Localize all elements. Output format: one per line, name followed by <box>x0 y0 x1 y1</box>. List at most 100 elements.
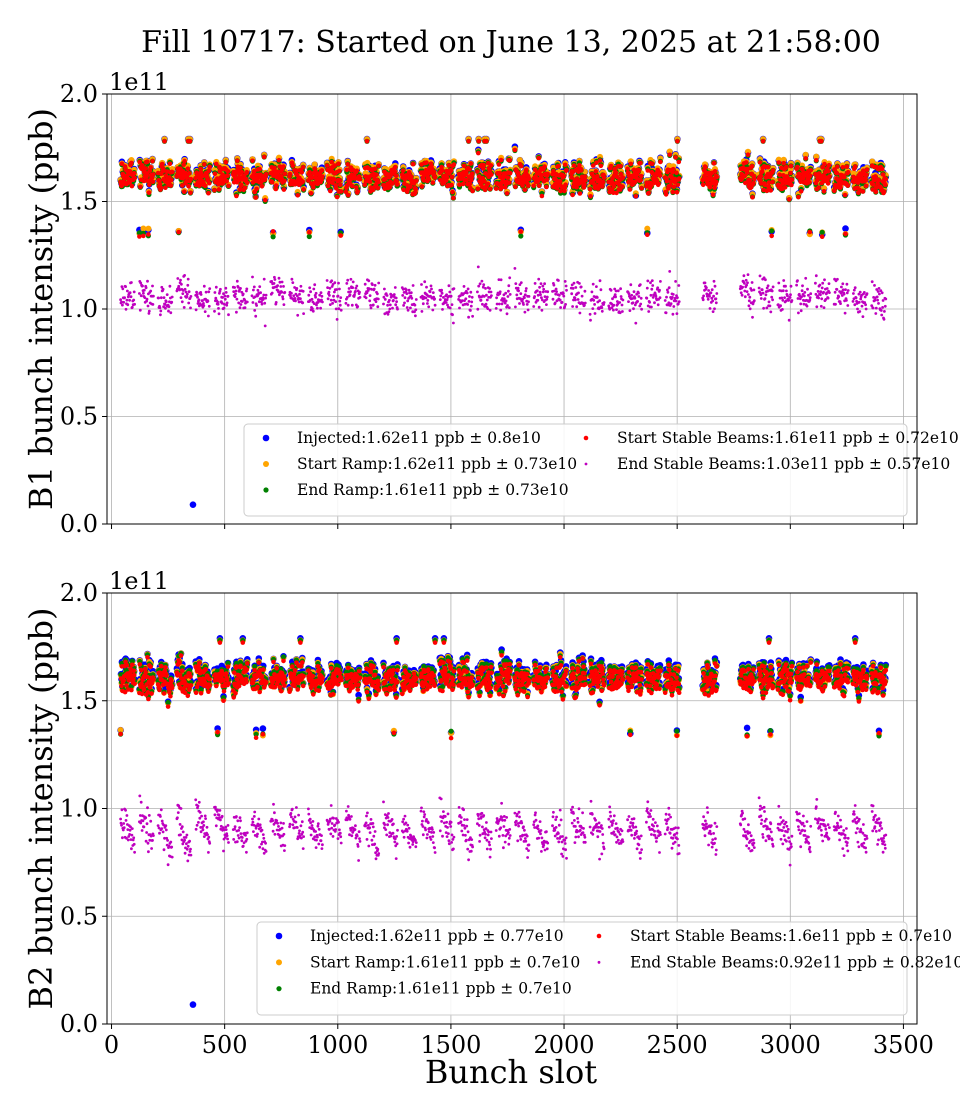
data-point <box>469 171 475 177</box>
data-point <box>571 163 577 168</box>
data-point <box>519 163 524 169</box>
data-point <box>281 164 286 169</box>
data-point <box>795 164 800 170</box>
data-point <box>176 229 181 235</box>
data-point <box>414 178 419 184</box>
data-point <box>807 229 813 235</box>
data-point <box>512 147 518 153</box>
data-point <box>148 165 153 170</box>
data-point <box>262 197 268 203</box>
data-point <box>645 232 650 237</box>
data-point <box>376 163 382 169</box>
data-point <box>150 158 155 164</box>
data-point <box>842 225 849 232</box>
data-point <box>504 191 510 196</box>
data-point <box>259 184 265 189</box>
data-point <box>618 164 623 169</box>
data-point <box>338 182 343 188</box>
data-point <box>212 188 217 193</box>
data-point <box>269 179 275 185</box>
data-point <box>475 186 481 191</box>
data-point <box>181 189 187 194</box>
data-point <box>664 178 670 184</box>
data-point <box>600 184 605 189</box>
data-point <box>562 162 568 168</box>
data-point <box>789 177 795 182</box>
data-point <box>432 175 438 180</box>
data-point <box>638 160 643 166</box>
data-point <box>489 172 494 177</box>
data-point <box>840 165 846 170</box>
data-point <box>714 179 719 185</box>
data-point <box>250 158 255 164</box>
data-point <box>518 233 524 239</box>
data-point <box>821 189 827 194</box>
data-point <box>650 161 655 167</box>
data-point <box>338 189 344 194</box>
data-point <box>270 229 276 234</box>
data-point <box>852 164 858 169</box>
data-point <box>446 163 452 168</box>
data-point <box>667 152 672 157</box>
data-point <box>239 182 244 187</box>
data-point <box>188 176 194 182</box>
data-point <box>301 187 306 192</box>
data-point <box>481 162 487 168</box>
data-point <box>745 152 751 157</box>
data-point <box>186 183 191 189</box>
data-point <box>338 233 344 238</box>
data-point <box>257 166 263 172</box>
data-point <box>225 169 231 174</box>
data-point <box>282 178 287 184</box>
data-point <box>444 175 450 180</box>
data-point <box>475 169 480 174</box>
data-point <box>145 159 150 164</box>
data-point <box>336 161 341 166</box>
data-point <box>329 159 335 165</box>
data-point <box>485 181 491 187</box>
data-point <box>522 187 528 193</box>
data-point <box>430 180 436 185</box>
data-point <box>835 164 840 169</box>
data-point <box>712 169 718 174</box>
data-point <box>493 186 499 191</box>
data-point <box>235 158 240 163</box>
data-point <box>600 179 606 185</box>
data-point <box>544 184 549 190</box>
data-point <box>544 177 550 183</box>
data-point <box>357 176 363 182</box>
data-point <box>202 162 207 167</box>
data-point <box>426 176 432 182</box>
data-point <box>345 192 351 198</box>
data-point <box>578 168 584 173</box>
data-point <box>141 233 146 239</box>
data-point <box>374 172 379 178</box>
data-point <box>282 171 288 176</box>
data-point <box>376 179 381 185</box>
data-point <box>513 184 518 190</box>
data-point <box>409 174 414 179</box>
data-point <box>290 163 296 169</box>
data-point <box>466 139 471 144</box>
data-point <box>299 169 305 175</box>
data-point <box>470 188 475 194</box>
data-point <box>162 139 167 144</box>
data-point <box>542 164 547 169</box>
data-point <box>613 170 619 175</box>
data-point <box>169 169 175 175</box>
data-point <box>570 192 575 198</box>
data-point <box>873 189 879 195</box>
data-point <box>392 169 398 174</box>
data-point <box>751 181 756 186</box>
data-point <box>487 186 493 192</box>
data-point <box>670 189 676 195</box>
data-point <box>700 182 706 188</box>
data-point <box>150 179 156 185</box>
data-point <box>864 172 869 178</box>
data-point <box>784 164 789 170</box>
data-point <box>151 172 156 177</box>
data-point <box>749 163 755 169</box>
data-point <box>328 188 333 194</box>
data-point <box>226 183 231 189</box>
